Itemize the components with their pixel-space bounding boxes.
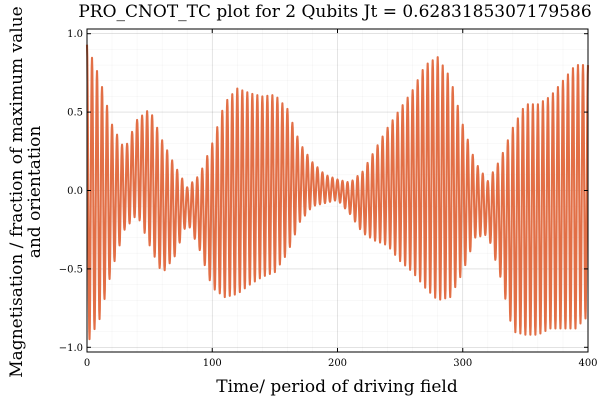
y-tick-label: −0.5 <box>59 264 83 275</box>
x-tick-label: 300 <box>453 358 472 369</box>
x-tick-label: 200 <box>328 358 347 369</box>
x-tick-label: 400 <box>578 358 597 369</box>
y-tick-label: −1.0 <box>59 343 83 354</box>
y-tick-label: 0.5 <box>67 108 83 119</box>
y-tick-label: 1.0 <box>67 29 83 40</box>
y-axis-label-line-1: Magnetisation / fraction of maximum valu… <box>7 6 27 377</box>
ticks: 0 100 200 300 400 −1.0 −0.5 0.0 0.5 1.0 <box>59 29 598 369</box>
y-axis-label-line-2: and orientation <box>25 126 45 259</box>
magnetisation-line <box>85 44 590 341</box>
y-tick-label: 0.0 <box>67 186 83 197</box>
chart-title: PRO_CNOT_TC plot for 2 Qubits Jt = 0.628… <box>78 2 591 22</box>
x-axis-label: Time/ period of driving field <box>216 377 458 397</box>
x-tick-label: 0 <box>84 358 90 369</box>
series-magnetisation <box>85 44 590 341</box>
x-tick-label: 100 <box>203 358 222 369</box>
